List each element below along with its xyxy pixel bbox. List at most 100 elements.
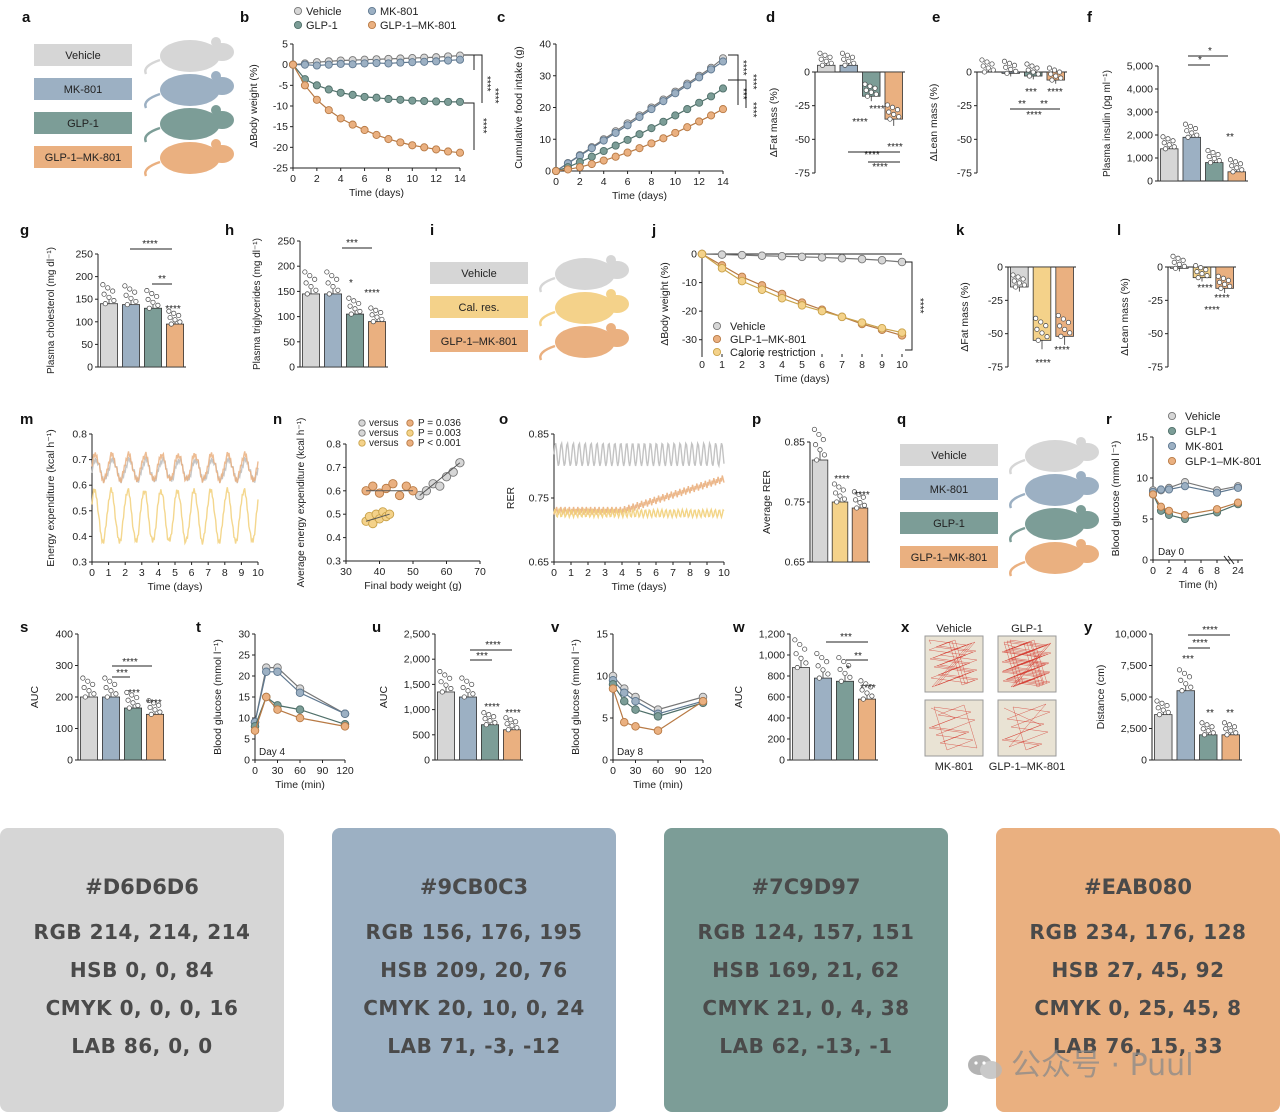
data-point [444, 97, 453, 106]
x-axis-label: Time (min) [275, 779, 325, 791]
x-tick-label: 12 [693, 176, 705, 188]
x-tick-label: 30 [630, 765, 642, 777]
data-dot [832, 490, 839, 496]
sig-marker: **** [485, 640, 501, 651]
x-tick-label: 8 [1214, 565, 1220, 577]
x-tick-label: 8 [859, 359, 865, 371]
data-dot [841, 496, 848, 502]
data-point [432, 57, 441, 66]
data-point [312, 95, 321, 104]
data-dot [847, 674, 853, 680]
data-point [877, 324, 887, 333]
y-tick-label: 0.85 [785, 437, 806, 449]
bar [346, 313, 364, 368]
data-dot [1227, 283, 1233, 289]
data-dot [1011, 278, 1017, 284]
y-tick-label: -10 [682, 277, 697, 289]
bar [839, 64, 858, 73]
panel-letter: r [1106, 411, 1112, 428]
y-tick-label: -75 [795, 168, 810, 180]
data-dot [840, 487, 846, 493]
y-tick-label: -15 [273, 121, 288, 133]
x-tick-label: 12 [430, 173, 442, 185]
y-tick-label: 250 [277, 236, 295, 248]
bar [302, 293, 320, 368]
data-point [367, 20, 377, 30]
mouse-tail [539, 276, 556, 293]
data-dot [814, 650, 820, 657]
data-dot [81, 684, 87, 691]
data-point [611, 141, 620, 150]
sig-marker: * [1208, 46, 1212, 57]
panel-letter: o [499, 411, 508, 428]
data-dot [1185, 134, 1191, 140]
data-dot [1206, 154, 1212, 160]
data-point [406, 439, 414, 447]
data-point [432, 97, 441, 106]
group-label-box [430, 330, 528, 352]
data-dot [1210, 730, 1216, 736]
mouse-head [210, 77, 234, 95]
y-tick-label: 2,000 [1127, 130, 1153, 142]
data-dot [1043, 323, 1049, 329]
data-dot [482, 716, 488, 722]
data-dot [836, 484, 842, 490]
data-dot [513, 719, 519, 725]
y-tick-label: 100 [55, 723, 73, 735]
data-dot [156, 702, 162, 708]
legend-entry: MK-801 [380, 6, 419, 18]
y-tick-label: -75 [1148, 362, 1163, 374]
data-point [262, 667, 271, 677]
data-dot [1232, 159, 1239, 165]
y-axis-label: AUC [733, 685, 745, 708]
data-dot [1194, 132, 1200, 138]
data-dot [329, 273, 335, 279]
swatch-cmyk: CMYK 0, 0, 0, 16 [45, 996, 239, 1020]
data-dot [330, 284, 336, 290]
sig-marker: **** [489, 88, 500, 104]
data-dot [150, 299, 156, 305]
mouse-icon [539, 323, 629, 361]
data-dot [110, 288, 116, 294]
image-label: Vehicle [936, 623, 971, 635]
y-axis-label: Plasma insulin (pg ml⁻¹) [1102, 70, 1113, 177]
legend-entry: Vehicle [730, 321, 765, 333]
data-dot [798, 655, 804, 661]
data-point [587, 159, 596, 169]
image-label: MK-801 [935, 761, 974, 773]
data-dot [1060, 316, 1066, 322]
data-dot [509, 723, 515, 729]
y-tick-label: 0.75 [785, 497, 806, 509]
data-dot [313, 287, 319, 293]
data-point [647, 105, 656, 114]
data-dot [839, 50, 846, 56]
data-dot [105, 285, 111, 291]
data-dot [146, 698, 152, 704]
x-tick-label: 7 [205, 567, 211, 579]
data-dot [171, 310, 177, 316]
x-tick-label: 6 [625, 176, 631, 188]
sig-marker: **** [1197, 283, 1213, 294]
data-dot [302, 269, 308, 275]
data-point [897, 257, 907, 267]
mouse-tail [144, 160, 161, 177]
group-label-box [34, 78, 132, 100]
sig-marker: **** [914, 298, 925, 314]
y-tick-label: 800 [767, 671, 785, 683]
data-dot [504, 721, 510, 727]
x-tick-label: 2 [739, 359, 745, 371]
data-dot [1199, 720, 1205, 726]
data-dot [145, 296, 151, 302]
y-tick-label: 100 [75, 316, 93, 328]
sig-marker: **** [864, 150, 880, 161]
data-point [420, 57, 429, 66]
group-label: GLP-1–MK-801 [45, 152, 121, 164]
sig-marker: **** [481, 76, 492, 92]
y-tick-label: 0.8 [326, 439, 341, 451]
data-point [631, 705, 640, 714]
y-tick-label: 7,500 [1121, 660, 1147, 672]
sig-marker: **** [165, 304, 181, 315]
mouse-ear [211, 71, 221, 81]
sig-marker: **** [122, 657, 138, 668]
data-dot [1225, 277, 1232, 283]
